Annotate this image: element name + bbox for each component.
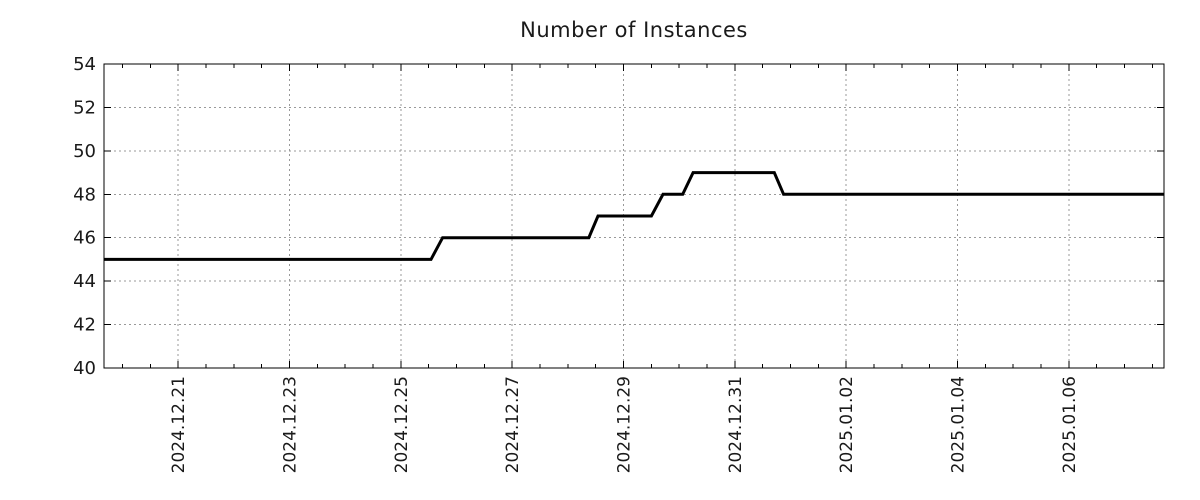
grid-lines xyxy=(104,64,1164,368)
x-tick-label: 2024.12.23 xyxy=(281,376,301,473)
x-tick-labels: 2024.12.21 2024.12.23 2024.12.25 2024.12.27… xyxy=(169,376,1080,473)
data-line-instances xyxy=(104,171,1164,261)
x-tick-label: 2025.01.06 xyxy=(1060,376,1080,473)
y-tick-label: 48 xyxy=(73,184,96,205)
y-tick-label: 52 xyxy=(73,97,96,118)
y-tick-label: 46 xyxy=(73,228,96,249)
x-tick-label: 2024.12.21 xyxy=(169,376,189,473)
y-tick-labels: 40 42 44 46 48 50 52 54 xyxy=(73,54,96,379)
y-tick-label: 44 xyxy=(73,271,96,292)
chart-title: Number of Instances xyxy=(520,18,748,42)
plot-border xyxy=(103,63,1165,369)
y-tick-label: 50 xyxy=(73,141,96,162)
x-tick-label: 2024.12.29 xyxy=(615,376,635,473)
y-tick-label: 40 xyxy=(73,358,96,379)
y-tick-label: 42 xyxy=(73,315,96,336)
x-tick-label: 2024.12.27 xyxy=(503,376,523,473)
x-tick-label: 2025.01.02 xyxy=(837,376,857,473)
y-tick-label: 54 xyxy=(73,54,96,75)
x-tick-label: 2025.01.04 xyxy=(949,376,969,473)
x-tick-label: 2024.12.31 xyxy=(726,376,746,473)
x-tick-label: 2024.12.25 xyxy=(392,376,412,473)
axis-ticks xyxy=(104,63,1164,369)
